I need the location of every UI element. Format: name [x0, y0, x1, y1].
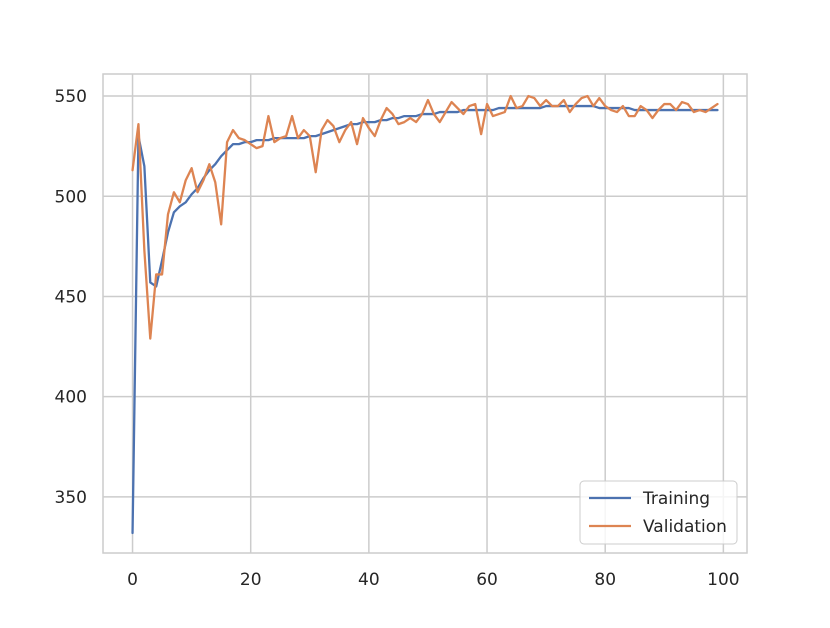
y-tick-label: 500	[55, 187, 87, 207]
y-axis-ticks: 350 400 450 500 550	[55, 87, 87, 508]
y-tick-label: 350	[55, 488, 87, 508]
y-tick-label: 450	[55, 287, 87, 307]
legend-label: Training	[642, 489, 710, 509]
x-tick-label: 60	[476, 570, 498, 590]
legend-box	[579, 480, 738, 545]
x-axis-ticks: 0 20 40 60 80 100	[127, 570, 739, 590]
legend-label: Validation	[643, 517, 727, 537]
x-tick-label: 80	[594, 570, 616, 590]
y-tick-label: 550	[55, 87, 87, 107]
grid	[103, 74, 747, 553]
legend: Training Validation	[579, 480, 738, 545]
series-line-validation	[131, 94, 719, 340]
plot-frame	[102, 73, 748, 554]
x-tick-label: 0	[127, 570, 138, 590]
series-lines	[131, 94, 719, 535]
y-tick-label: 400	[55, 388, 87, 408]
series-line-training	[131, 104, 719, 535]
x-tick-label: 40	[358, 570, 380, 590]
x-tick-label: 100	[707, 570, 739, 590]
x-tick-label: 20	[240, 570, 262, 590]
